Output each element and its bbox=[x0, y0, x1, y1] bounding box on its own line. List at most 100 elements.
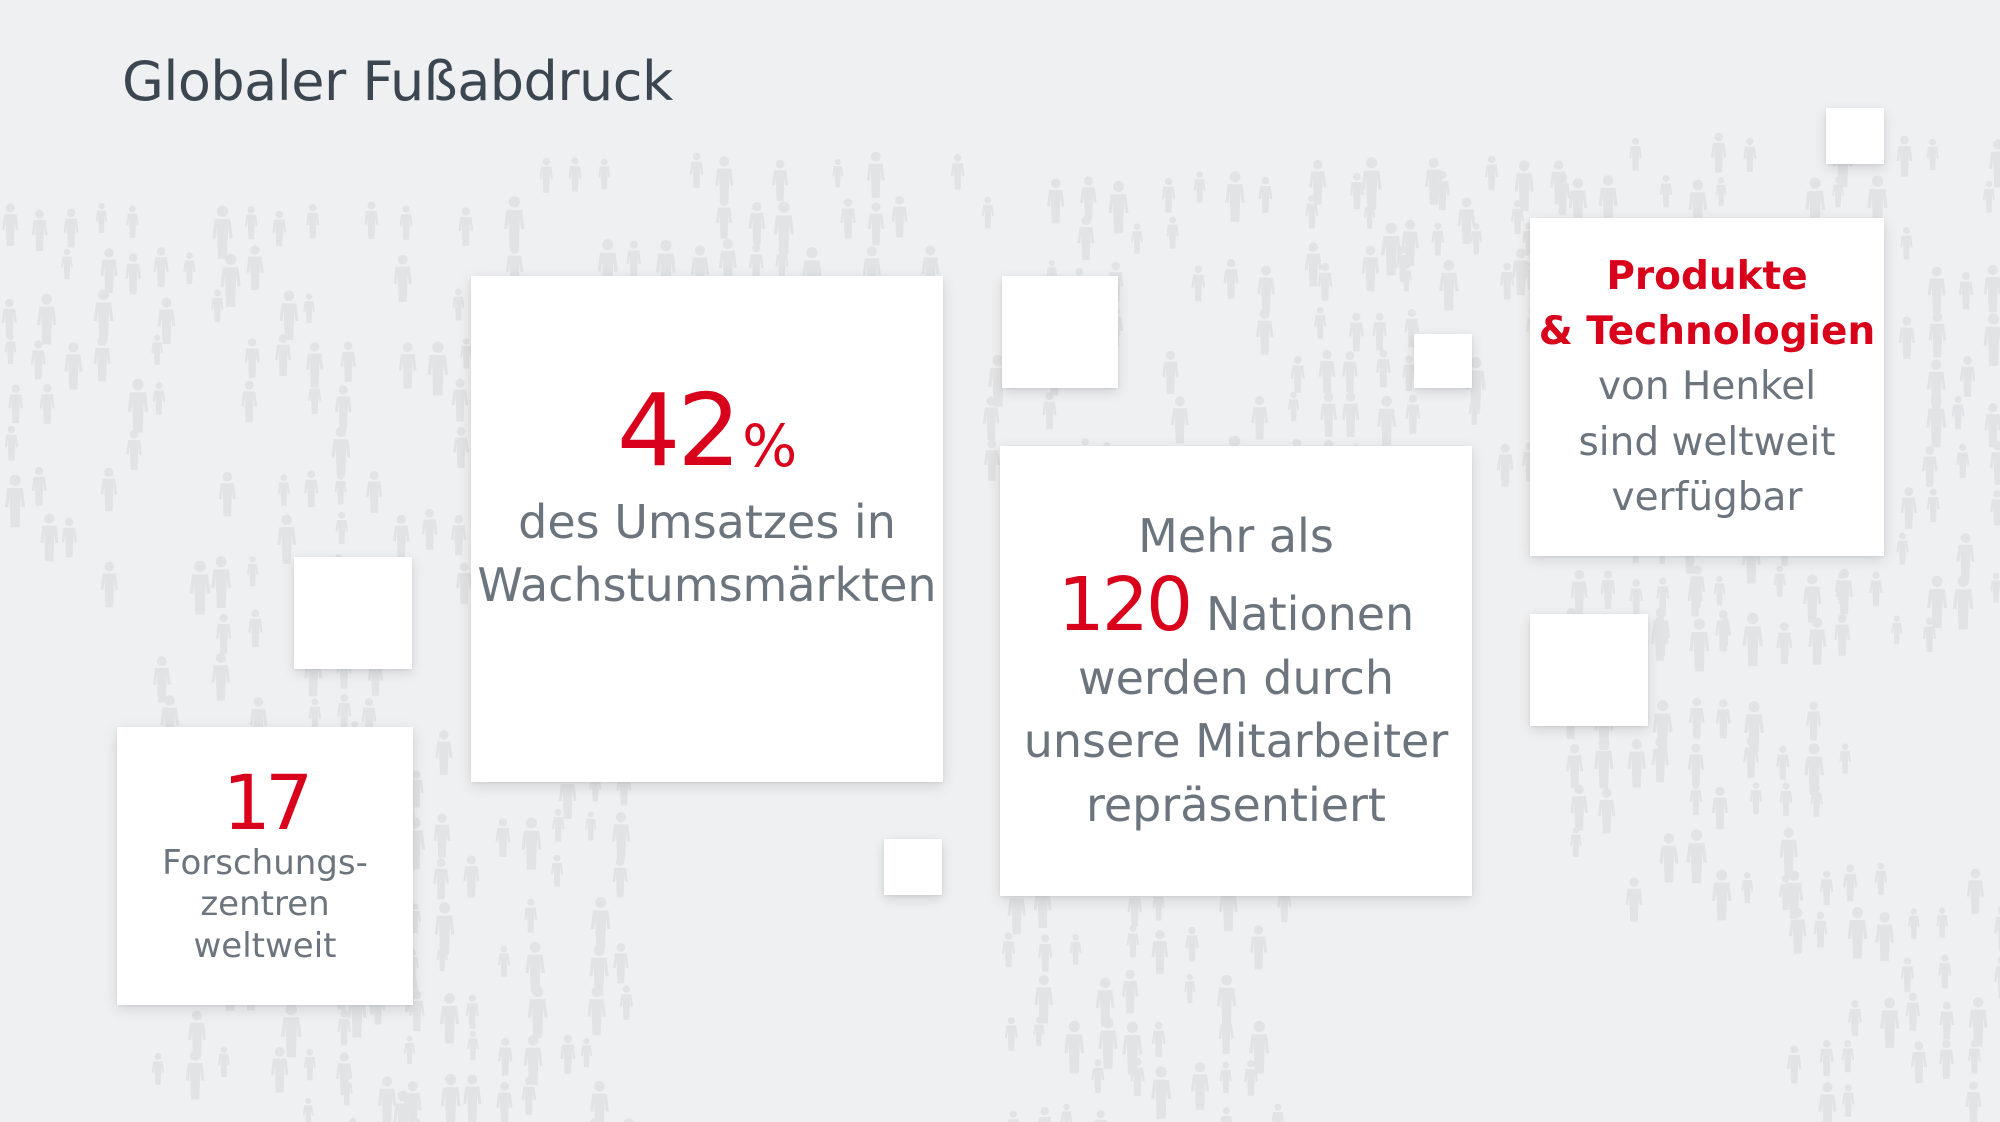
person-icon bbox=[1511, 248, 1530, 295]
person-icon bbox=[1484, 155, 1499, 191]
person-icon bbox=[1656, 577, 1670, 612]
person-icon bbox=[1715, 609, 1732, 652]
revenue-stat-figure: 42 % bbox=[616, 371, 797, 489]
person-icon bbox=[337, 693, 352, 731]
person-icon bbox=[1715, 699, 1731, 739]
person-icon bbox=[1819, 1039, 1834, 1077]
person-icon bbox=[2, 203, 19, 247]
person-icon bbox=[560, 1034, 576, 1074]
person-icon bbox=[1841, 1040, 1855, 1073]
revenue-stat-number: 42 bbox=[616, 371, 741, 489]
person-icon bbox=[1743, 137, 1757, 172]
person-icon bbox=[1361, 245, 1380, 292]
person-icon bbox=[334, 472, 347, 505]
person-icon bbox=[280, 1003, 302, 1058]
person-icon bbox=[1064, 1020, 1085, 1074]
person-icon bbox=[393, 254, 412, 302]
nations-stat-line: repräsentiert bbox=[1085, 777, 1386, 832]
person-icon bbox=[1122, 1021, 1143, 1075]
person-icon bbox=[1989, 441, 2000, 485]
person-icon bbox=[1659, 175, 1673, 208]
person-icon bbox=[1080, 176, 1097, 220]
person-icon bbox=[1566, 744, 1583, 789]
person-icon bbox=[1744, 701, 1764, 753]
person-icon bbox=[1219, 1107, 1233, 1122]
person-icon bbox=[100, 467, 118, 512]
person-icon bbox=[1896, 135, 1913, 177]
person-icon bbox=[1956, 443, 1970, 478]
person-icon bbox=[399, 205, 413, 240]
person-icon bbox=[1686, 829, 1707, 884]
person-icon bbox=[1629, 579, 1643, 615]
person-icon bbox=[246, 245, 264, 290]
research-stat-card: 17 Forschungs- zentren weltweit bbox=[117, 727, 413, 1005]
person-icon bbox=[93, 336, 111, 382]
person-icon bbox=[1271, 1103, 1285, 1122]
person-icon bbox=[61, 248, 73, 280]
person-icon bbox=[1257, 265, 1275, 312]
person-icon bbox=[1908, 908, 1920, 939]
research-stat-line: Forschungs- bbox=[162, 842, 368, 883]
person-icon bbox=[1749, 782, 1763, 815]
person-icon bbox=[377, 1076, 397, 1122]
person-icon bbox=[306, 204, 320, 239]
person-icon bbox=[1069, 934, 1082, 965]
person-icon bbox=[8, 384, 23, 423]
person-icon bbox=[152, 381, 166, 415]
person-icon bbox=[1688, 697, 1705, 739]
person-icon bbox=[1342, 351, 1358, 393]
person-icon bbox=[211, 289, 224, 323]
revenue-stat-caption: des Umsatzes in Wachstumsmärkten bbox=[477, 491, 936, 618]
person-icon bbox=[303, 1048, 316, 1081]
person-icon bbox=[364, 201, 379, 239]
person-icon bbox=[1250, 925, 1268, 970]
person-icon bbox=[1898, 316, 1915, 360]
person-icon bbox=[1779, 827, 1798, 876]
person-icon bbox=[1839, 743, 1851, 774]
nations-stat-line: unsere Mitarbeiter bbox=[1023, 714, 1449, 769]
person-icon bbox=[125, 253, 141, 295]
person-icon bbox=[1570, 784, 1588, 831]
person-icon bbox=[1185, 926, 1199, 962]
person-icon bbox=[891, 195, 908, 238]
person-icon bbox=[216, 613, 232, 654]
products-stat-line: verfügbar bbox=[1611, 475, 1803, 521]
person-icon bbox=[1439, 259, 1459, 311]
revenue-stat-line: Wachstumsmärkten bbox=[477, 558, 937, 612]
person-icon bbox=[1843, 864, 1858, 902]
person-icon bbox=[1108, 180, 1129, 234]
person-icon bbox=[126, 205, 139, 238]
person-icon bbox=[1251, 396, 1268, 440]
person-icon bbox=[1042, 392, 1057, 430]
person-icon bbox=[40, 513, 59, 562]
person-icon bbox=[840, 198, 856, 239]
person-icon bbox=[1968, 997, 1988, 1047]
person-icon bbox=[1570, 826, 1582, 858]
person-icon bbox=[613, 943, 629, 984]
person-icon bbox=[1936, 907, 1948, 938]
person-icon bbox=[1776, 745, 1790, 780]
person-icon bbox=[1151, 1066, 1172, 1119]
person-icon bbox=[63, 208, 79, 248]
person-icon bbox=[716, 196, 733, 239]
person-icon bbox=[1869, 571, 1883, 607]
person-icon bbox=[218, 472, 236, 517]
revenue-stat-card: 42 % des Umsatzes in Wachstumsmärkten bbox=[471, 276, 943, 782]
person-icon bbox=[244, 338, 260, 378]
person-icon bbox=[590, 1081, 609, 1122]
person-icon bbox=[1687, 743, 1705, 787]
person-icon bbox=[1077, 216, 1095, 260]
person-icon bbox=[1896, 532, 1909, 565]
person-icon bbox=[93, 289, 114, 341]
person-icon bbox=[590, 897, 611, 949]
person-icon bbox=[398, 342, 417, 389]
person-icon bbox=[618, 1118, 639, 1122]
person-icon bbox=[1006, 1110, 1020, 1122]
person-icon bbox=[1470, 223, 1483, 255]
person-icon bbox=[1193, 171, 1206, 203]
person-icon bbox=[275, 334, 292, 376]
person-icon bbox=[1376, 349, 1391, 388]
person-icon bbox=[211, 652, 230, 701]
nations-stat-suffix: Nationen bbox=[1206, 587, 1415, 642]
products-stat-highlight: Produkte bbox=[1606, 253, 1808, 299]
